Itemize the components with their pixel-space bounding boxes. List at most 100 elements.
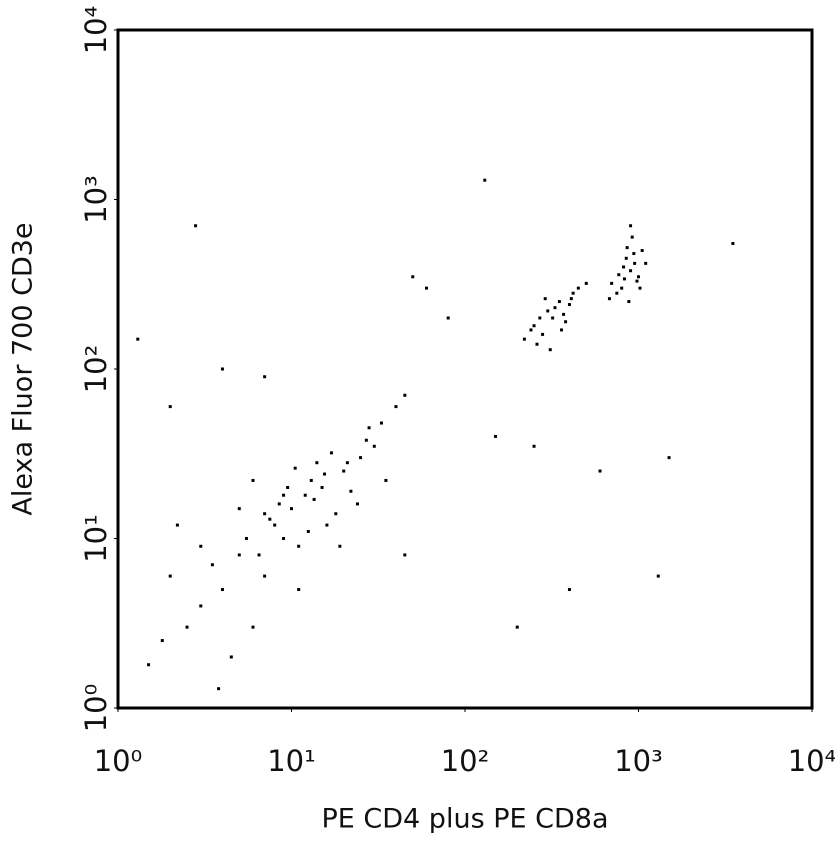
dot bbox=[160, 639, 164, 643]
dot bbox=[494, 434, 498, 438]
dot bbox=[217, 687, 221, 691]
dot bbox=[168, 405, 172, 409]
dot bbox=[571, 291, 575, 295]
x-tick-label: 10² bbox=[441, 744, 490, 778]
dot bbox=[237, 507, 241, 511]
dot bbox=[584, 281, 588, 285]
dot bbox=[372, 444, 376, 448]
dot bbox=[532, 444, 536, 448]
dot bbox=[210, 563, 214, 567]
dot bbox=[567, 303, 571, 307]
x-tick-label: 10⁰ bbox=[94, 744, 143, 778]
dot bbox=[263, 375, 267, 379]
dot bbox=[199, 604, 203, 608]
x-tick-label: 10³ bbox=[614, 744, 663, 778]
dot bbox=[522, 337, 526, 341]
dot bbox=[731, 242, 735, 246]
dot bbox=[263, 574, 267, 578]
dot bbox=[541, 332, 545, 336]
dot bbox=[297, 588, 301, 592]
dot bbox=[667, 456, 671, 460]
dot bbox=[379, 421, 383, 425]
dot bbox=[598, 469, 602, 473]
dot bbox=[637, 275, 640, 279]
dot bbox=[557, 300, 561, 304]
dot bbox=[237, 553, 241, 557]
dot bbox=[624, 256, 628, 260]
dot bbox=[638, 286, 642, 290]
dot bbox=[483, 178, 487, 182]
dot bbox=[325, 523, 329, 527]
dot bbox=[244, 537, 248, 540]
dot bbox=[342, 469, 346, 473]
dot bbox=[633, 261, 637, 265]
dot bbox=[345, 461, 349, 465]
dot bbox=[297, 544, 301, 548]
dot bbox=[323, 472, 327, 476]
dot bbox=[551, 316, 555, 320]
dot bbox=[644, 261, 648, 265]
dot bbox=[607, 297, 611, 301]
dot bbox=[355, 502, 359, 506]
dot bbox=[446, 316, 450, 320]
dot bbox=[394, 405, 398, 409]
dot bbox=[194, 224, 198, 228]
x-axis-label: PE CD4 plus PE CD8a bbox=[321, 804, 608, 835]
dot bbox=[425, 286, 429, 290]
dot bbox=[303, 493, 307, 497]
x-tick-label: 10¹ bbox=[267, 744, 316, 778]
dot bbox=[293, 466, 297, 470]
dot bbox=[175, 523, 179, 527]
dot bbox=[564, 320, 568, 324]
dot bbox=[569, 297, 573, 301]
dot bbox=[185, 625, 189, 629]
dot bbox=[625, 246, 629, 250]
dot bbox=[320, 485, 324, 489]
dot bbox=[315, 461, 319, 465]
dot bbox=[136, 337, 140, 341]
dot bbox=[338, 544, 342, 548]
dot bbox=[220, 588, 224, 592]
y-tick-label: 10¹ bbox=[79, 514, 113, 563]
dot bbox=[257, 553, 261, 557]
dot bbox=[622, 265, 626, 269]
dot bbox=[610, 281, 614, 285]
dot bbox=[263, 512, 267, 516]
dot bbox=[403, 393, 407, 397]
dot bbox=[529, 328, 533, 332]
y-tick-label: 10³ bbox=[79, 175, 113, 224]
dot bbox=[546, 309, 550, 313]
dot bbox=[147, 663, 151, 667]
dot bbox=[617, 273, 621, 277]
dot bbox=[562, 312, 566, 316]
dot bbox=[251, 478, 255, 482]
dot bbox=[635, 279, 639, 283]
dot bbox=[630, 235, 634, 239]
dot bbox=[349, 489, 353, 493]
y-tick-label: 10² bbox=[79, 345, 113, 394]
dot bbox=[251, 625, 255, 629]
dot bbox=[620, 286, 624, 290]
dot bbox=[268, 517, 272, 521]
dot bbox=[199, 544, 203, 548]
dot bbox=[384, 478, 388, 482]
dot bbox=[576, 286, 580, 290]
dot bbox=[640, 249, 644, 253]
x-tick-label: 10⁴ bbox=[788, 744, 835, 778]
dot bbox=[538, 316, 542, 320]
dot bbox=[629, 269, 633, 273]
dot bbox=[273, 523, 277, 527]
dot bbox=[411, 275, 415, 279]
dot bbox=[282, 537, 286, 540]
dot bbox=[334, 512, 338, 516]
y-tick-label: 10⁴ bbox=[79, 6, 113, 55]
dot bbox=[515, 625, 519, 629]
dot bbox=[306, 529, 310, 533]
dot bbox=[309, 478, 313, 482]
dot bbox=[229, 655, 233, 659]
dot bbox=[629, 224, 633, 228]
dot bbox=[364, 438, 368, 442]
dot bbox=[535, 342, 539, 346]
dot bbox=[359, 456, 363, 460]
